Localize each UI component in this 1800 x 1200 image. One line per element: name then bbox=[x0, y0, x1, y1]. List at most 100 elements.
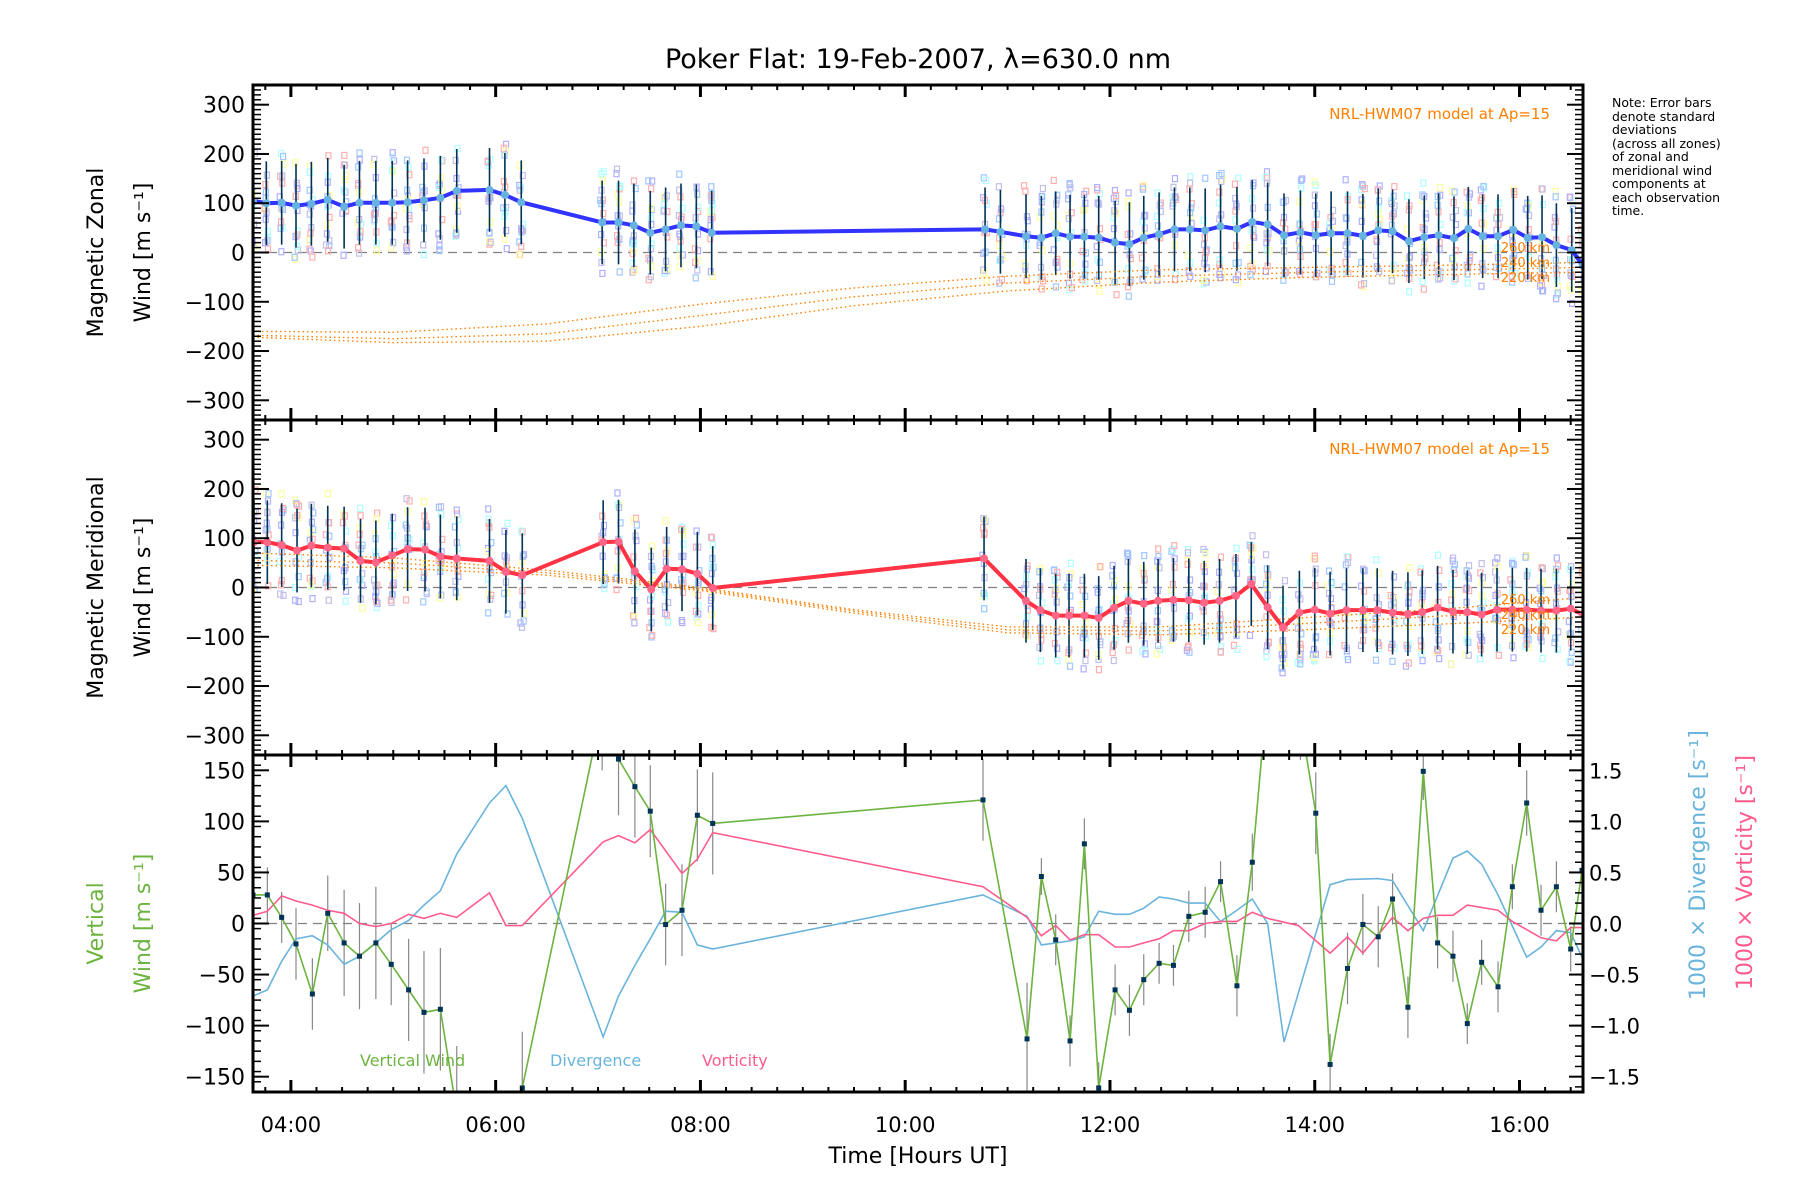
zone-sample-marker bbox=[1312, 565, 1319, 573]
zone-sample-marker bbox=[438, 510, 445, 518]
data-point bbox=[340, 544, 349, 553]
data-point bbox=[1111, 238, 1120, 247]
zone-sample-marker bbox=[1539, 654, 1546, 663]
data-point bbox=[277, 198, 286, 207]
zone-sample-marker bbox=[1231, 180, 1239, 188]
model-curve-220km bbox=[253, 271, 1583, 344]
zone-sample-marker bbox=[694, 618, 702, 627]
zone-sample-marker bbox=[647, 607, 654, 615]
data-point bbox=[1295, 608, 1304, 617]
zone-sample-marker bbox=[1127, 255, 1134, 263]
vorticity-axis-label: 1000 × Vorticity [s⁻¹] bbox=[1733, 755, 1758, 990]
zone-sample-marker bbox=[374, 581, 381, 589]
zone-sample-marker bbox=[1187, 213, 1194, 221]
zone-sample-marker bbox=[1554, 645, 1561, 654]
y-tick-label: −300 bbox=[185, 389, 245, 414]
zone-sample-marker bbox=[1422, 210, 1429, 218]
zone-sample-marker bbox=[294, 246, 302, 254]
data-point bbox=[1051, 611, 1060, 620]
data-point bbox=[388, 551, 397, 560]
data-point bbox=[1538, 233, 1547, 242]
zone-sample-marker bbox=[663, 611, 671, 619]
zone-sample-marker bbox=[1566, 565, 1573, 573]
zone-sample-marker bbox=[501, 589, 508, 597]
y-tick-label: 300 bbox=[203, 429, 245, 454]
zone-sample-marker bbox=[306, 168, 314, 176]
data-point bbox=[1508, 605, 1517, 614]
zone-sample-marker bbox=[262, 239, 269, 247]
zone-sample-marker bbox=[1050, 567, 1058, 575]
vertical-wind-point bbox=[1495, 984, 1501, 990]
zone-sample-marker bbox=[292, 596, 299, 604]
zone-sample-marker bbox=[1125, 646, 1132, 654]
data-point bbox=[1051, 229, 1060, 238]
data-point bbox=[1169, 595, 1178, 604]
zone-sample-marker bbox=[708, 534, 715, 542]
zone-sample-marker bbox=[1038, 285, 1045, 293]
data-point bbox=[1494, 232, 1503, 241]
zone-sample-marker bbox=[1448, 660, 1455, 668]
zone-sample-marker bbox=[373, 246, 380, 254]
zone-sample-marker bbox=[1113, 291, 1120, 299]
zone-sample-marker bbox=[1418, 650, 1425, 658]
vertical-wind-point bbox=[1509, 884, 1515, 890]
zone-sample-marker bbox=[1054, 568, 1061, 577]
data-point bbox=[1523, 233, 1532, 242]
data-point bbox=[307, 199, 316, 208]
y-axis-label-line1: Magnetic Zonal bbox=[84, 168, 109, 338]
zone-sample-marker bbox=[294, 184, 301, 192]
zone-sample-marker bbox=[1249, 532, 1256, 540]
data-point bbox=[707, 228, 716, 237]
legend-divergence: Divergence bbox=[550, 1051, 641, 1070]
axes: 300 200 100 0 −100 −200 −300 Magnetic Zonal Wind… bbox=[84, 83, 1758, 1169]
data-point bbox=[1066, 232, 1075, 241]
zone-sample-marker bbox=[648, 633, 655, 641]
vertical-wind-point bbox=[1435, 940, 1441, 946]
data-point bbox=[1248, 217, 1257, 226]
zone-sample-marker bbox=[342, 171, 349, 180]
data-point bbox=[1388, 227, 1397, 236]
zone-sample-marker bbox=[403, 247, 411, 255]
vertical-wind-point bbox=[309, 991, 315, 997]
zone-sample-marker bbox=[1039, 277, 1047, 285]
zone-sample-marker bbox=[326, 532, 333, 540]
zone-sample-marker bbox=[1434, 201, 1441, 209]
zone-sample-marker bbox=[504, 519, 511, 527]
zone-sample-marker bbox=[503, 245, 510, 253]
zone-sample-marker bbox=[516, 161, 523, 169]
zone-sample-marker bbox=[387, 522, 395, 530]
zone-sample-marker bbox=[1554, 291, 1561, 299]
zone-sample-marker bbox=[1109, 561, 1116, 570]
zone-sample-marker bbox=[438, 174, 445, 182]
zone-sample-marker bbox=[1554, 562, 1562, 570]
zone-sample-marker bbox=[406, 497, 413, 505]
zone-sample-marker bbox=[253, 586, 256, 594]
y2-tick-label: −0.5 bbox=[1589, 964, 1640, 988]
vertical-wind-point bbox=[679, 907, 685, 913]
zone-sample-marker bbox=[1200, 582, 1207, 590]
zone-sample-marker bbox=[1094, 588, 1101, 596]
data-point bbox=[1566, 604, 1575, 613]
zone-sample-marker bbox=[1358, 196, 1365, 204]
zone-sample-marker bbox=[1247, 262, 1254, 271]
zone-sample-marker bbox=[1525, 211, 1533, 220]
zone-sample-marker bbox=[1449, 557, 1456, 565]
zone-sample-marker bbox=[1553, 554, 1560, 562]
zone-sample-marker bbox=[614, 564, 621, 572]
zone-sample-marker bbox=[709, 272, 716, 280]
zone-sample-marker bbox=[676, 263, 683, 271]
zone-sample-marker bbox=[1217, 553, 1224, 561]
zone-sample-marker bbox=[633, 521, 640, 529]
zone-sample-marker bbox=[648, 240, 655, 248]
zone-sample-marker bbox=[1405, 288, 1413, 296]
zone-sample-marker bbox=[309, 594, 316, 603]
zone-sample-marker bbox=[278, 248, 285, 256]
data-point bbox=[1522, 605, 1531, 614]
zone-sample-marker bbox=[356, 149, 363, 157]
zone-sample-marker bbox=[485, 519, 492, 527]
zone-sample-marker bbox=[1230, 641, 1238, 649]
zone-sample-marker bbox=[1344, 656, 1352, 664]
zone-sample-marker bbox=[455, 572, 462, 580]
data-point bbox=[403, 545, 412, 554]
data-point bbox=[500, 190, 509, 199]
